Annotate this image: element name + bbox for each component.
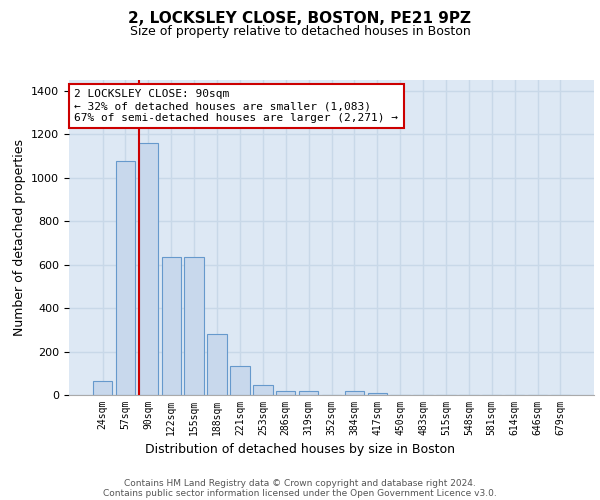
Bar bbox=[368, 393, 387, 395]
Text: Size of property relative to detached houses in Boston: Size of property relative to detached ho… bbox=[130, 25, 470, 38]
Text: Distribution of detached houses by size in Boston: Distribution of detached houses by size … bbox=[145, 442, 455, 456]
Bar bbox=[299, 390, 319, 395]
Text: 2, LOCKSLEY CLOSE, BOSTON, PE21 9PZ: 2, LOCKSLEY CLOSE, BOSTON, PE21 9PZ bbox=[128, 11, 472, 26]
Bar bbox=[93, 381, 112, 395]
Bar bbox=[184, 257, 204, 395]
Bar bbox=[208, 334, 227, 395]
Bar bbox=[230, 366, 250, 395]
Bar bbox=[253, 385, 272, 395]
Y-axis label: Number of detached properties: Number of detached properties bbox=[13, 139, 26, 336]
Text: Contains HM Land Registry data © Crown copyright and database right 2024.: Contains HM Land Registry data © Crown c… bbox=[124, 479, 476, 488]
Bar bbox=[116, 162, 135, 395]
Bar bbox=[139, 143, 158, 395]
Text: 2 LOCKSLEY CLOSE: 90sqm
← 32% of detached houses are smaller (1,083)
67% of semi: 2 LOCKSLEY CLOSE: 90sqm ← 32% of detache… bbox=[74, 90, 398, 122]
Bar bbox=[344, 390, 364, 395]
Bar bbox=[276, 390, 295, 395]
Bar bbox=[161, 257, 181, 395]
Text: Contains public sector information licensed under the Open Government Licence v3: Contains public sector information licen… bbox=[103, 489, 497, 498]
